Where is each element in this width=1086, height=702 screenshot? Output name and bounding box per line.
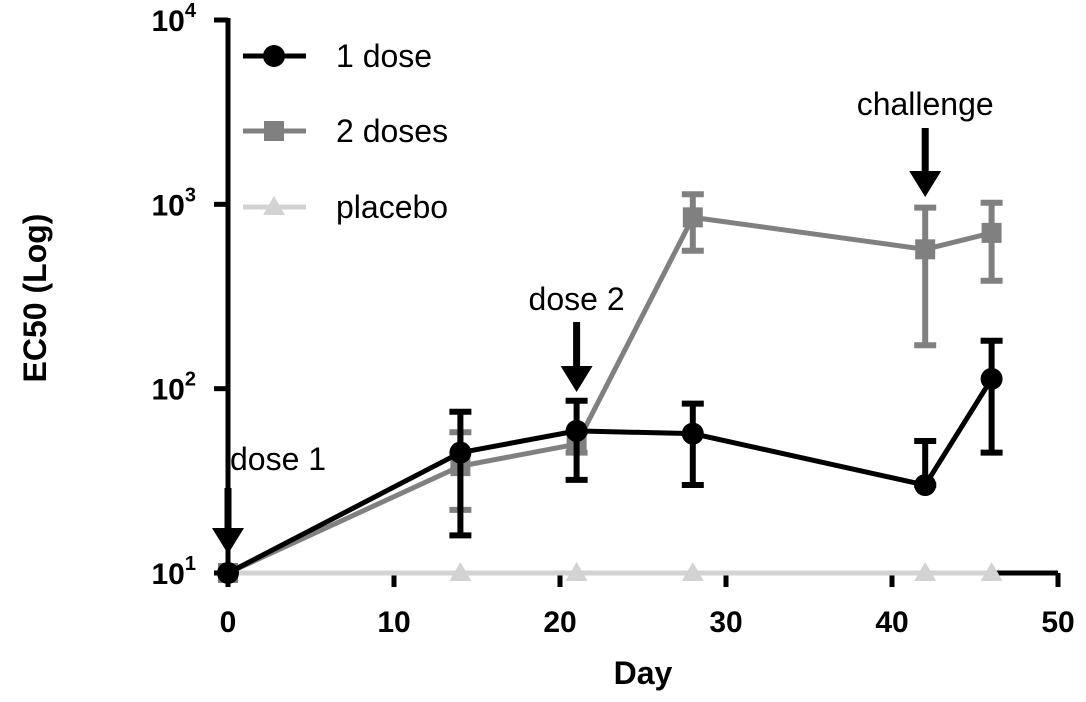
legend-label: 2 doses [336, 113, 448, 149]
x-tick-label: 10 [377, 606, 410, 639]
data-point-2-doses [915, 239, 936, 260]
legend-label: placebo [336, 189, 448, 225]
data-point-1-dose [449, 441, 472, 464]
annotation-dose-1: dose 1 [212, 441, 326, 554]
x-tick-label: 30 [709, 606, 742, 639]
arrow-head-icon [212, 528, 244, 554]
y-tick-label: 102 [152, 369, 197, 407]
annotations-layer: dose 1 dose 2 challenge [212, 86, 994, 554]
legend-swatch-marker [263, 196, 285, 215]
series-line-2-doses [226, 214, 993, 576]
y-tick-base: 10 [152, 558, 185, 591]
legend-swatch-marker [264, 121, 284, 141]
data-point-2-doses [682, 207, 703, 228]
annotation-dose-2: dose 2 [529, 281, 625, 392]
legend: 1 dose 2 doses placebo [243, 38, 448, 225]
data-point-1-dose [914, 474, 937, 497]
data-point-1-dose [980, 367, 1003, 390]
series-1-dose [217, 337, 1003, 584]
y-tick-exponent: 1 [185, 553, 196, 575]
data-point-2-doses [981, 222, 1002, 243]
data-point-1-dose [217, 562, 239, 584]
annotation-label: dose 1 [230, 441, 326, 477]
annotation-label: challenge [857, 86, 994, 122]
y-tick-base: 10 [152, 189, 185, 222]
series-placebo [217, 562, 1003, 581]
annotation-label: dose 2 [529, 281, 625, 317]
series-layer [217, 191, 1003, 584]
x-tick-label: 50 [1041, 606, 1074, 639]
x-tick-label: 40 [875, 606, 908, 639]
y-tick-base: 10 [152, 5, 185, 38]
arrow-head-icon [909, 171, 942, 197]
data-point-1-dose [681, 422, 704, 445]
series-2-doses [218, 191, 1003, 583]
x-tick-label: 0 [220, 606, 237, 639]
x-axis-title: Day [614, 655, 673, 691]
y-tick-exponent: 2 [185, 369, 196, 391]
data-point-placebo [449, 562, 472, 581]
legend-label: 1 dose [336, 38, 432, 74]
annotation-challenge: challenge [857, 86, 994, 197]
data-point-placebo [565, 562, 588, 581]
y-tick-label: 101 [152, 553, 197, 591]
data-point-placebo [681, 562, 704, 581]
data-point-placebo [980, 562, 1003, 581]
legend-item-placebo: placebo [243, 189, 448, 225]
legend-item-1-dose: 1 dose [243, 38, 432, 74]
data-point-1-dose [565, 419, 588, 442]
legend-item-2-doses: 2 doses [243, 113, 448, 149]
x-ticks: 0 10 20 30 40 50 [220, 573, 1075, 639]
x-tick-label: 20 [543, 606, 576, 639]
arrow-head-icon [560, 366, 593, 392]
legend-swatch-marker [263, 45, 285, 67]
y-tick-base: 10 [152, 374, 185, 407]
y-tick-label: 104 [152, 0, 197, 38]
data-point-placebo [914, 562, 937, 581]
y-tick-exponent: 3 [185, 184, 196, 206]
series-line-1-dose [226, 377, 994, 576]
y-tick-exponent: 4 [185, 0, 197, 22]
y-tick-label: 103 [152, 184, 197, 222]
y-axis-title: EC50 (Log) [17, 214, 53, 383]
